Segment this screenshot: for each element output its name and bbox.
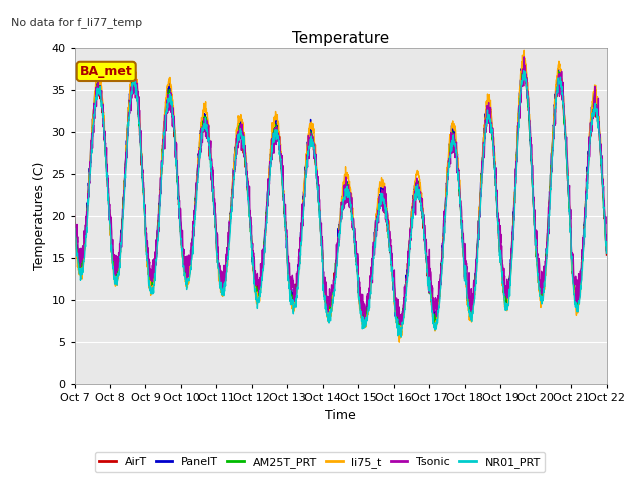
Y-axis label: Temperatures (C): Temperatures (C): [33, 162, 46, 270]
X-axis label: Time: Time: [325, 409, 356, 422]
Text: No data for f_li77_temp: No data for f_li77_temp: [11, 17, 142, 28]
Title: Temperature: Temperature: [292, 31, 389, 46]
Text: BA_met: BA_met: [80, 65, 132, 78]
Legend: AirT, PanelT, AM25T_PRT, li75_t, Tsonic, NR01_PRT: AirT, PanelT, AM25T_PRT, li75_t, Tsonic,…: [95, 452, 545, 472]
